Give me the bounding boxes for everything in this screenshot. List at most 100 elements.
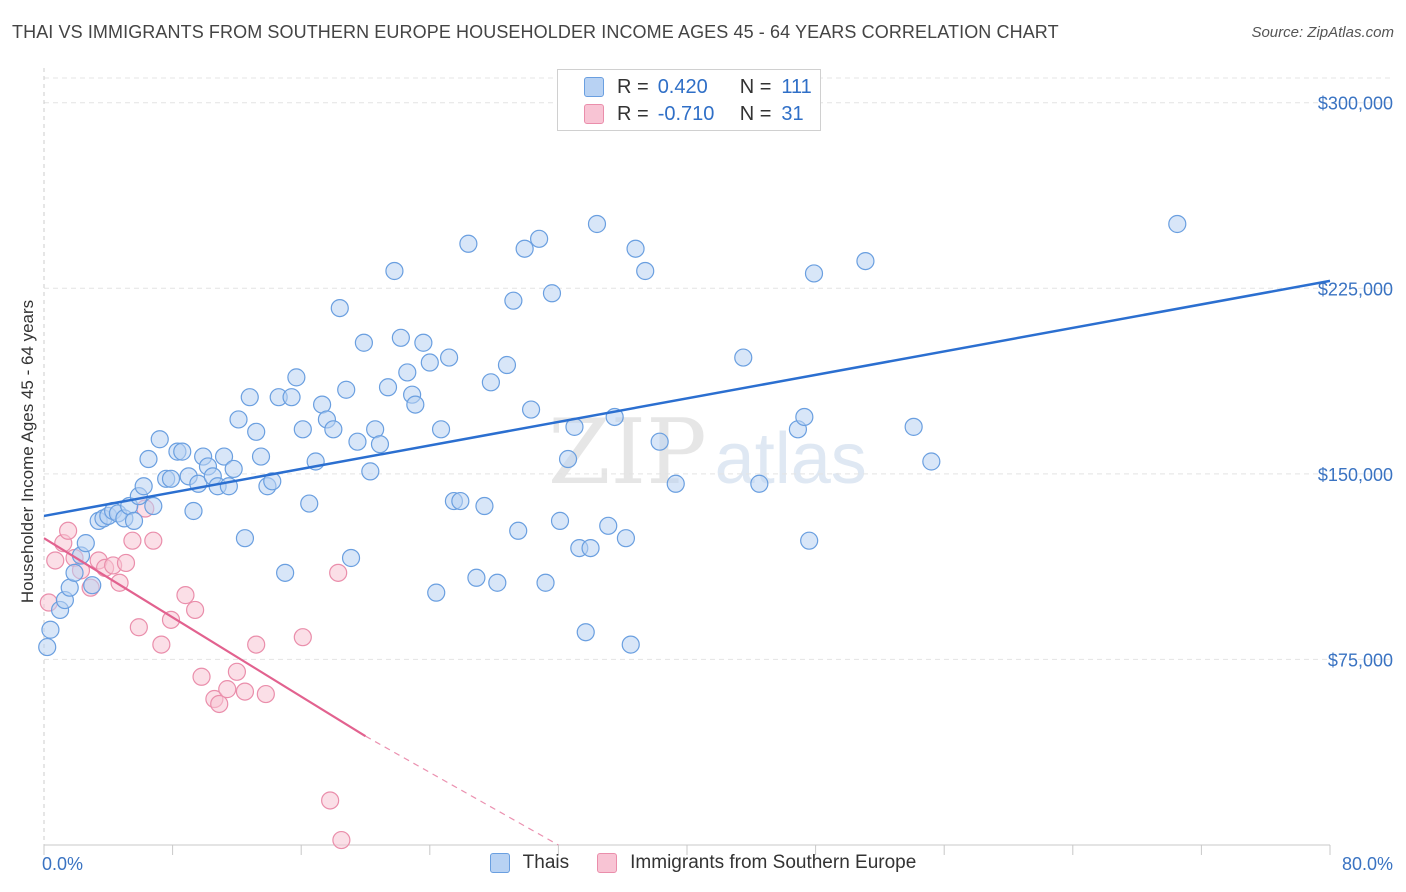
thai-point xyxy=(251,447,271,466)
southern-europe-point xyxy=(293,628,312,647)
thai-point xyxy=(481,373,500,392)
thai-point xyxy=(530,229,549,248)
thai-point xyxy=(515,239,534,258)
legend-row-southern-europe: R = -0.710 N = 31 xyxy=(584,102,804,126)
southern-europe-point xyxy=(123,531,142,550)
thai-point xyxy=(414,333,433,352)
thai-point xyxy=(324,420,343,439)
thai-point xyxy=(621,635,640,654)
southern-europe-trend-extension xyxy=(365,735,559,846)
thai-point xyxy=(247,422,266,441)
thai-point xyxy=(536,573,555,592)
thai-swatch xyxy=(489,853,510,873)
legend-row-thai: R = 0.420 N = 111 xyxy=(584,75,812,99)
thai-point xyxy=(370,435,390,454)
legend-item-thais[interactable]: Thais xyxy=(489,852,569,874)
thai-point xyxy=(65,563,84,582)
thai-point xyxy=(509,521,528,540)
thai-point xyxy=(475,496,494,516)
thai-point xyxy=(542,284,562,303)
thai-point xyxy=(235,529,255,548)
southern-europe-point xyxy=(210,694,229,714)
thai-point xyxy=(38,637,57,657)
southern-europe-swatch xyxy=(584,104,604,124)
thai-point xyxy=(173,442,192,461)
thai-r-value: 0.420 xyxy=(657,75,708,98)
y-tick-label: $300,000 xyxy=(1318,94,1393,114)
thai-point xyxy=(276,563,295,582)
thai-point xyxy=(287,368,306,387)
southern-europe-point xyxy=(235,682,255,701)
thai-point xyxy=(581,538,600,558)
thai-point xyxy=(904,417,923,436)
southern-europe-point xyxy=(46,551,65,570)
thai-swatch xyxy=(584,77,604,97)
thai-point xyxy=(431,420,451,439)
series-legend: Thais Immigrants from Southern Europe xyxy=(0,852,1406,874)
thai-point xyxy=(348,432,367,451)
thai-point xyxy=(576,623,595,642)
thai-point xyxy=(750,474,769,493)
thai-point xyxy=(1168,214,1187,234)
southern-europe-point xyxy=(59,521,78,540)
thai-point xyxy=(361,462,380,481)
thai-point xyxy=(150,430,169,449)
thai-point xyxy=(439,348,459,367)
legend-southern-europe-label: Immigrants from Southern Europe xyxy=(630,852,917,873)
thai-point xyxy=(856,251,875,271)
southern-europe-swatch xyxy=(597,853,618,873)
thai-point xyxy=(451,491,470,511)
southern-europe-n-value: 31 xyxy=(781,102,804,125)
thai-point xyxy=(41,620,60,639)
thai-point xyxy=(459,234,478,253)
grid-layer xyxy=(44,77,1392,660)
thai-point xyxy=(134,477,153,496)
thai-point xyxy=(341,548,361,568)
thai-trend-line xyxy=(43,279,1331,518)
legend-r-label: R = xyxy=(617,75,649,98)
thai-point xyxy=(599,516,618,535)
southern-europe-point xyxy=(256,684,275,704)
southern-europe-point xyxy=(144,531,163,550)
thai-point xyxy=(144,496,163,516)
thai-point xyxy=(666,474,685,493)
southern-europe-point xyxy=(161,610,181,629)
thai-point xyxy=(240,388,259,407)
thai-point xyxy=(224,459,243,479)
thai-point xyxy=(504,291,523,310)
southern-europe-point xyxy=(227,662,246,681)
thai-point xyxy=(391,328,410,347)
thai-point xyxy=(263,472,282,491)
thai-point xyxy=(587,214,607,234)
thai-point xyxy=(378,378,398,397)
thai-point xyxy=(626,239,645,258)
southern-europe-r-value: -0.710 xyxy=(657,102,715,125)
thai-point xyxy=(184,501,203,521)
thai-point xyxy=(550,511,570,530)
thai-point xyxy=(922,452,941,471)
thai-point xyxy=(795,407,814,427)
source-label: Source: ZipAtlas.com xyxy=(1251,24,1394,41)
thai-point xyxy=(804,264,824,283)
thai-point xyxy=(800,531,819,550)
legend-item-southern-europe[interactable]: Immigrants from Southern Europe xyxy=(597,852,916,874)
thai-point xyxy=(636,261,655,281)
southern-europe-point xyxy=(186,600,205,620)
southern-europe-point xyxy=(321,791,340,810)
thai-points xyxy=(38,214,1187,657)
thai-point xyxy=(161,469,181,488)
axes-layer xyxy=(43,68,1331,855)
thai-point xyxy=(467,568,486,587)
x-tick-label: 0.0% xyxy=(42,854,83,874)
southern-europe-point xyxy=(218,680,237,699)
thai-point xyxy=(337,380,356,399)
thai-point xyxy=(76,534,95,553)
trend-lines xyxy=(43,279,1331,846)
southern-europe-point xyxy=(329,563,348,582)
thai-point xyxy=(229,410,248,429)
thai-point xyxy=(300,494,319,513)
southern-europe-point xyxy=(192,667,211,686)
chart-title: THAI VS IMMIGRANTS FROM SOUTHERN EUROPE … xyxy=(12,22,1059,42)
y-tick-label: $75,000 xyxy=(1328,650,1393,670)
thai-n-value: 111 xyxy=(781,75,812,98)
